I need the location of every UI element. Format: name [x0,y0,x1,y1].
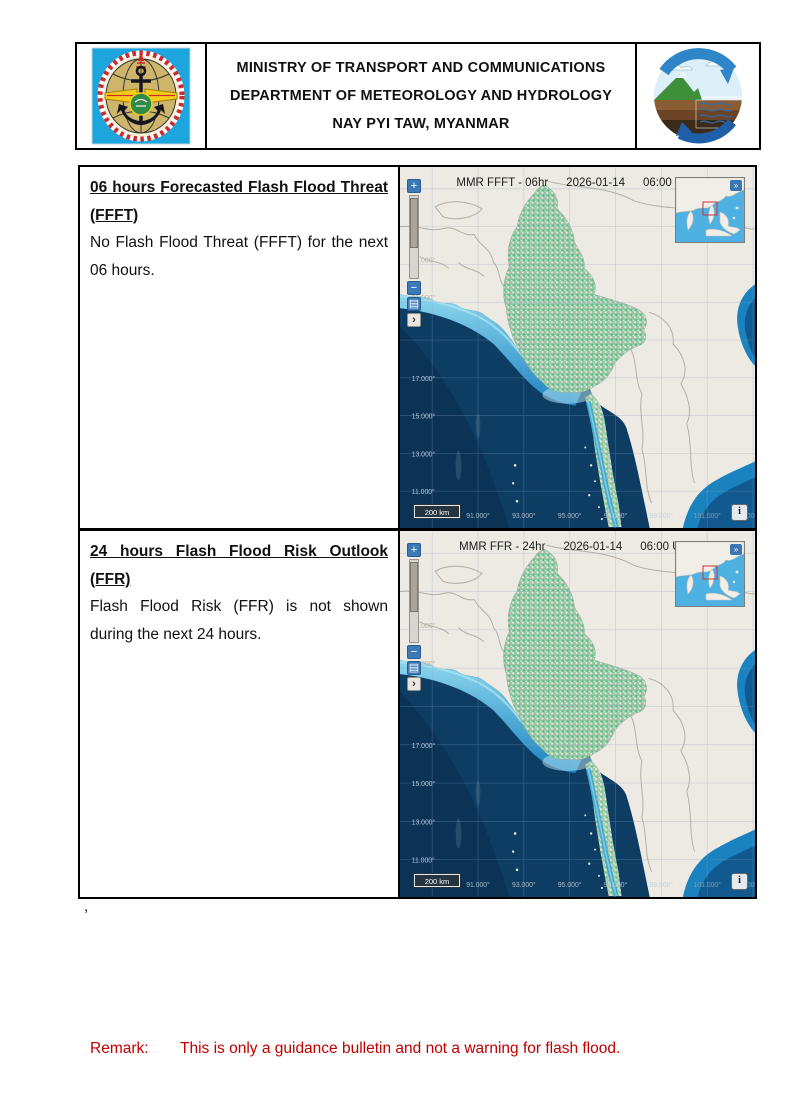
bulletin-header: MINISTRY OF TRANSPORT AND COMMUNICATIONS… [75,42,761,150]
zoom-in-button[interactable]: + [407,179,421,193]
svg-text:13.000°: 13.000° [412,818,436,826]
zoom-out-button[interactable]: − [407,645,421,659]
graticule [400,167,755,528]
ffr-text-cell: 24 hours Flash Flood Risk Outlook (FFR) … [80,531,400,897]
header-line-2: DEPARTMENT OF METEOROLOGY AND HYDROLOGY [229,88,613,104]
svg-text:101.000°: 101.000° [694,512,722,520]
zoom-in-button[interactable]: + [407,543,421,557]
ministry-logo-box [77,44,207,148]
svg-text:91.000°: 91.000° [466,881,490,889]
dmh-logo-icon [654,48,742,144]
svg-text:99.000°: 99.000° [650,881,674,889]
zoom-control: + − ▤ › [406,179,422,327]
stray-comma: , [84,898,89,915]
ffr-map-art: 23.000° 21.000° 17.000° 15.000° 13.000° … [400,531,755,897]
myanmar-region [503,184,647,393]
remark-line: Remark: This is only a guidance bulletin … [90,1040,620,1058]
svg-text:95.000°: 95.000° [558,512,582,520]
svg-text:23.000°: 23.000° [412,256,436,264]
map-date: 2026-01-14 [563,541,623,553]
overview-inset-map: » [675,541,745,607]
map-date: 2026-01-14 [566,177,626,189]
country-borders [400,180,755,504]
scale-bar: 200 km [413,873,461,888]
svg-text:15.000°: 15.000° [412,780,436,788]
header-line-1: MINISTRY OF TRANSPORT AND COMMUNICATIONS [236,60,606,76]
svg-text:11.000°: 11.000° [412,488,435,496]
svg-text:11.000°: 11.000° [412,857,435,865]
overview-inset-map: » [675,177,745,243]
svg-text:101.000°: 101.000° [694,881,722,889]
svg-text:97.000°: 97.000° [604,512,628,520]
ffft-text-cell: 06 hours Forecasted Flash Flood Threat (… [80,167,400,528]
tanintharyi-peninsula [585,760,622,897]
svg-text:93.000°: 93.000° [512,512,536,520]
svg-text:99.000°: 99.000° [650,512,674,520]
bulletin-table: 06 hours Forecasted Flash Flood Threat (… [78,165,757,899]
svg-text:97.000°: 97.000° [604,881,628,889]
ffft-body: No Flash Flood Threat (FFFT) for the nex… [90,234,388,279]
ffft-map-canvas[interactable]: 23.000° 21.000° 17.000° 15.000° 13.000° … [400,167,755,528]
attribution-info-button[interactable]: i [731,504,748,521]
remark-text: This is only a guidance bulletin and not… [180,1040,621,1057]
svg-text:93.000°: 93.000° [512,881,536,889]
header-title-block: MINISTRY OF TRANSPORT AND COMMUNICATIONS… [207,44,637,148]
header-line-3: NAY PYI TAW, MYANMAR [332,116,510,132]
ministry-logo-icon [91,47,191,145]
svg-text:21.000°: 21.000° [412,660,436,668]
ffr-body: Flash Flood Risk (FFR) is not shown duri… [90,598,388,643]
graticule [400,531,755,897]
country-borders [400,544,755,872]
ffr-heading: 24 hours Flash Flood Risk Outlook (FFR) [90,543,388,588]
layers-button[interactable]: ▤ [407,661,421,675]
zoom-slider-thumb[interactable] [410,562,418,612]
svg-text:17.000°: 17.000° [412,375,436,383]
zoom-control: + − ▤ › [406,543,422,691]
zoom-slider-track[interactable] [409,559,419,643]
myanmar-region [503,548,647,760]
expand-panel-button[interactable]: › [407,677,421,691]
islands [511,814,603,890]
ffft-heading: 06 hours Forecasted Flash Flood Threat (… [90,179,388,224]
inset-collapse-button[interactable]: » [730,544,742,555]
svg-text:91.000°: 91.000° [466,512,490,520]
islands [511,446,603,521]
svg-text:95.000°: 95.000° [558,881,582,889]
inset-map-art [676,178,744,242]
layers-button[interactable]: ▤ [407,297,421,311]
zoom-slider-thumb[interactable] [410,198,418,248]
zoom-slider-track[interactable] [409,195,419,279]
ffr-map-canvas[interactable]: 23.000° 21.000° 17.000° 15.000° 13.000° … [400,531,755,897]
scale-bar: 200 km [413,504,461,519]
svg-text:17.000°: 17.000° [412,742,436,750]
layer-name: MMR FFR - 24hr [459,541,546,553]
panel-ffft-row: 06 hours Forecasted Flash Flood Threat (… [80,167,755,531]
expand-panel-button[interactable]: › [407,313,421,327]
dmh-logo-box [637,44,759,148]
tanintharyi-peninsula [585,393,622,528]
inset-collapse-button[interactable]: » [730,180,742,191]
remark-label: Remark: [90,1040,149,1057]
svg-text:21.000°: 21.000° [412,294,436,302]
ffr-map-title: MMR FFR - 24hr 2026-01-14 06:00 UTC [450,541,705,553]
ffft-map-title: MMR FFFT - 06hr 2026-01-14 06:00 UTC [447,177,707,189]
svg-text:23.000°: 23.000° [412,622,436,630]
attribution-info-button[interactable]: i [731,873,748,890]
panel-ffr-row: 24 hours Flash Flood Risk Outlook (FFR) … [80,531,755,897]
ocean [400,284,755,528]
zoom-out-button[interactable]: − [407,281,421,295]
layer-name: MMR FFFT - 06hr [456,177,549,189]
svg-text:15.000°: 15.000° [412,413,436,421]
svg-text:13.000°: 13.000° [412,450,436,458]
